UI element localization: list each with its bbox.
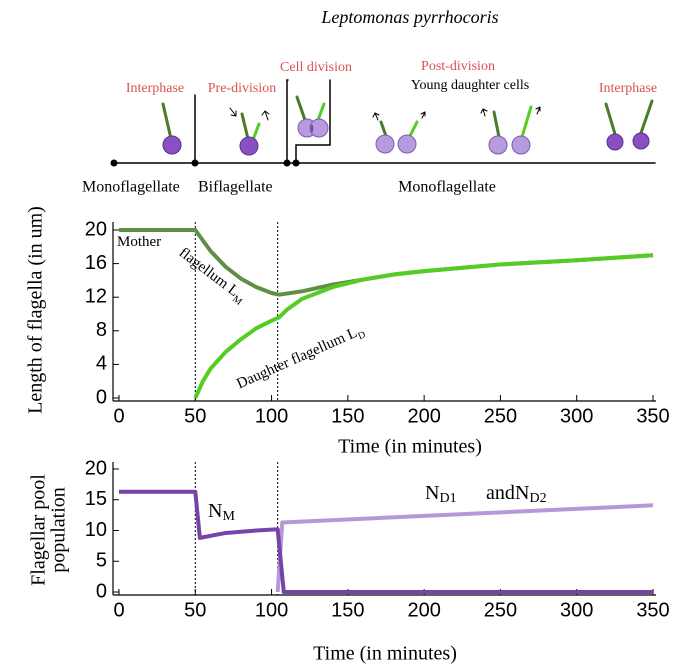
flagellum [295,95,307,122]
x-tick-label: 100 [255,599,288,621]
y-tick-label: 5 [96,550,107,572]
arrow [229,107,270,121]
x-tick-label: 50 [184,599,206,621]
annotation-text: Daughter flagellum L [235,325,360,392]
flagellum [408,120,419,138]
stage-note: Young daughter cells [411,78,529,93]
cell [606,133,624,151]
x-tick-label: 200 [407,599,440,621]
y-tick-label: 10 [85,519,107,541]
divider [286,79,289,164]
dot [283,159,291,167]
phase-label: Monoflagellate [398,179,496,196]
flagellum [604,102,617,136]
annotation: and [486,482,515,504]
y-axis-label: Length of flagella (in um) [25,206,47,414]
arrow [372,106,541,121]
cell-cycle-diagram: Interphase Pre-division Cell division Po… [82,59,657,195]
stage-label: Cell division [280,60,352,75]
annotation-subscript: M [222,509,235,524]
flagellum [492,110,501,139]
y-tick-label: 15 [85,488,107,510]
y-tick-label: 4 [96,353,107,375]
x-tick-label: 150 [331,405,364,427]
x-tick-label: 300 [560,405,593,427]
figure-title: Leptomonas pyrrhocoris [320,7,498,27]
annotation-text: Mother [117,234,161,250]
x-tick-label: 350 [636,599,669,621]
stage-label: Post-division [421,59,495,74]
stage-label: Interphase [126,81,184,96]
y-tick-label: 12 [85,285,107,307]
x-tick-label: 350 [636,405,669,427]
annotation-text: and [486,482,515,504]
x-axis-label: Time (in minutes) [338,436,482,458]
annotation-text: N [515,482,529,504]
x-tick-label: 100 [255,405,288,427]
flagellum [639,99,654,135]
y-tick-label: 0 [96,386,107,408]
annotation-subscript: D1 [439,491,456,506]
dot [191,159,199,167]
y-tick-label: 20 [85,218,107,240]
stage-label: Pre-division [208,81,276,96]
annotation-subscript: D2 [529,491,546,506]
x-tick-label: 300 [560,599,593,621]
data-line [119,489,653,594]
cell [309,118,329,138]
phase-label: Monoflagellate [82,179,180,196]
annotation-text: N [208,500,222,522]
y-tick-label: 20 [85,457,107,479]
x-tick-label: 0 [113,599,124,621]
annotation: ND1 [425,482,457,507]
flagellum [520,105,533,139]
y-tick-label: 0 [96,580,107,602]
flagellum [379,120,388,138]
cell [488,135,508,155]
x-axis-label: Time (in minutes) [313,643,457,665]
y-tick-label: 8 [96,319,107,341]
annotation: ND2 [515,482,547,507]
cell [511,135,531,155]
y-axis-label: Flagellar pool [28,474,50,586]
cell-overlap [310,124,314,133]
flagellum [316,102,326,122]
x-tick-label: 250 [484,599,517,621]
annotation: NM [208,500,235,525]
x-tick-label: 150 [331,599,364,621]
x-tick-label: 200 [407,405,440,427]
cell [632,132,650,150]
annotation: Mother [117,234,161,250]
phase-label: Biflagellate [198,179,273,196]
data-line [193,253,654,399]
y-axis-label: population [48,487,70,573]
y-tick-label: 16 [85,252,107,274]
cell [375,134,395,154]
x-tick-label: 50 [184,405,206,427]
annotation-text: N [425,482,439,504]
cell [397,134,417,154]
dot [110,159,118,167]
cell [239,136,259,156]
annotation: Daughter flagellum LD [235,322,368,395]
stage-label: Interphase [599,81,657,96]
flagellum [251,122,261,142]
dot [292,159,300,167]
data-line [275,503,654,593]
annotation-subscript: D [356,330,367,343]
cell [162,135,182,155]
divider [295,79,331,164]
x-tick-label: 0 [113,405,124,427]
x-tick-label: 250 [484,405,517,427]
